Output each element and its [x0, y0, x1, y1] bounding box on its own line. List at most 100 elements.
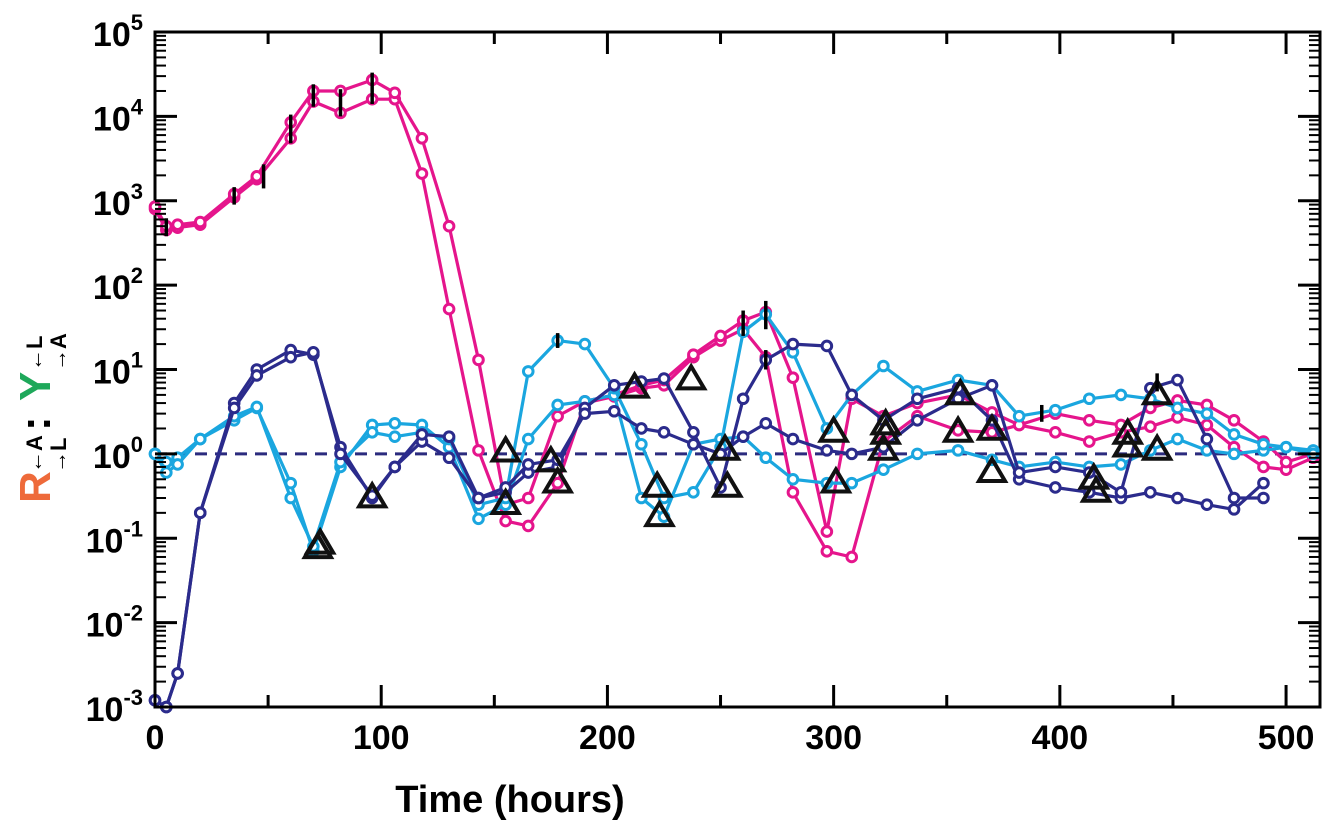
data-point: [845, 476, 859, 490]
data-point: [171, 458, 184, 471]
data-point: [1171, 432, 1184, 446]
y-tick-label: 102: [93, 263, 143, 307]
data-point: [687, 348, 700, 361]
data-point: [442, 302, 456, 316]
data-point: [911, 392, 924, 406]
y-tick-base: 10: [86, 607, 124, 645]
plot-border: [153, 30, 1322, 709]
y-axis-title-part: Y: [11, 372, 60, 401]
data-point: [1227, 503, 1241, 516]
data-point: [1114, 486, 1128, 499]
triangle-marker: [941, 414, 975, 443]
y-tick-base: 10: [93, 438, 131, 476]
data-point: [1012, 466, 1026, 479]
data-point: [1049, 460, 1062, 474]
data-point: [786, 337, 800, 351]
triangle-marker: [866, 432, 900, 461]
series-line: [153, 78, 1314, 534]
triangle-marker: [640, 469, 674, 498]
data-point: [820, 525, 834, 538]
triangle-marker: [943, 377, 977, 406]
data-point: [911, 413, 924, 427]
triangle-marker: [710, 469, 744, 498]
triangle-marker: [817, 414, 851, 443]
triangle-marker: [819, 465, 853, 494]
y-tick-exponent: 2: [131, 263, 143, 288]
data-point: [578, 407, 592, 420]
data-point: [307, 345, 320, 359]
y-tick-label: 10-1: [86, 516, 143, 560]
triangle-marker: [1140, 377, 1174, 406]
data-point: [1257, 460, 1270, 474]
data-point: [1082, 435, 1096, 448]
x-tick-label: 0: [146, 719, 165, 757]
data-point: [472, 491, 485, 505]
data-point: [1227, 413, 1241, 427]
data-point: [657, 372, 671, 385]
y-tick-base: 10: [93, 354, 131, 392]
data-point: [1200, 432, 1214, 446]
data-point: [1082, 392, 1096, 406]
y-axis-title-part: :: [11, 416, 60, 431]
data-point: [1049, 403, 1062, 417]
y-tick-label: 101: [93, 348, 143, 392]
data-point: [1114, 388, 1128, 402]
data-point: [1049, 481, 1062, 494]
data-point: [193, 432, 207, 446]
data-point: [786, 472, 800, 486]
data-point: [193, 215, 207, 229]
data-point: [334, 447, 347, 461]
data-point: [388, 417, 402, 430]
data-point: [820, 339, 834, 353]
data-point: [442, 451, 456, 465]
data-point: [1200, 498, 1214, 511]
data-point: [877, 359, 890, 373]
data-point: [171, 667, 184, 680]
triangle-marker: [618, 370, 652, 399]
y-tick-base: 10: [93, 269, 131, 307]
data-point: [1257, 437, 1270, 451]
data-point: [820, 545, 834, 558]
data-point: [415, 167, 429, 180]
triangle-marker: [975, 412, 1009, 441]
data-point: [1200, 418, 1214, 432]
data-point: [1012, 409, 1026, 423]
y-tick-label: 103: [93, 179, 143, 223]
data-point: [250, 400, 264, 414]
x-tick-label: 500: [1258, 719, 1315, 757]
data-point: [551, 476, 564, 490]
plot-frame: [153, 30, 1322, 709]
data-point: [1200, 407, 1214, 420]
data-point: [472, 512, 485, 526]
data-point: [388, 460, 402, 474]
triangle-marker-layer: [301, 362, 1174, 560]
y-tick-base: 10: [93, 16, 131, 54]
data-point: [786, 486, 800, 499]
y-tick-exponent: -2: [123, 601, 143, 626]
data-point: [521, 519, 535, 533]
data-point: [499, 514, 512, 528]
data-point: [845, 550, 859, 564]
data-point: [1171, 491, 1184, 505]
series-2: [148, 73, 1320, 538]
data-point: [759, 417, 773, 430]
data-point: [759, 451, 773, 465]
triangle-marker: [674, 362, 708, 391]
y-tick-label: 10-2: [86, 601, 143, 645]
data-point: [1227, 428, 1241, 441]
triangle-marker: [708, 432, 742, 461]
triangle-marker: [303, 526, 337, 555]
data-point: [521, 432, 535, 446]
triangle-marker: [541, 465, 575, 494]
y-tick-label: 100: [93, 432, 143, 476]
y-tick-exponent: 1: [131, 348, 143, 373]
data-point: [551, 398, 564, 412]
data-point: [911, 447, 924, 461]
data-point: [284, 350, 298, 364]
data-point: [736, 430, 750, 443]
data-point: [820, 444, 834, 457]
x-tick-label: 200: [579, 719, 636, 757]
data-point: [657, 426, 671, 439]
data-point: [193, 506, 207, 520]
